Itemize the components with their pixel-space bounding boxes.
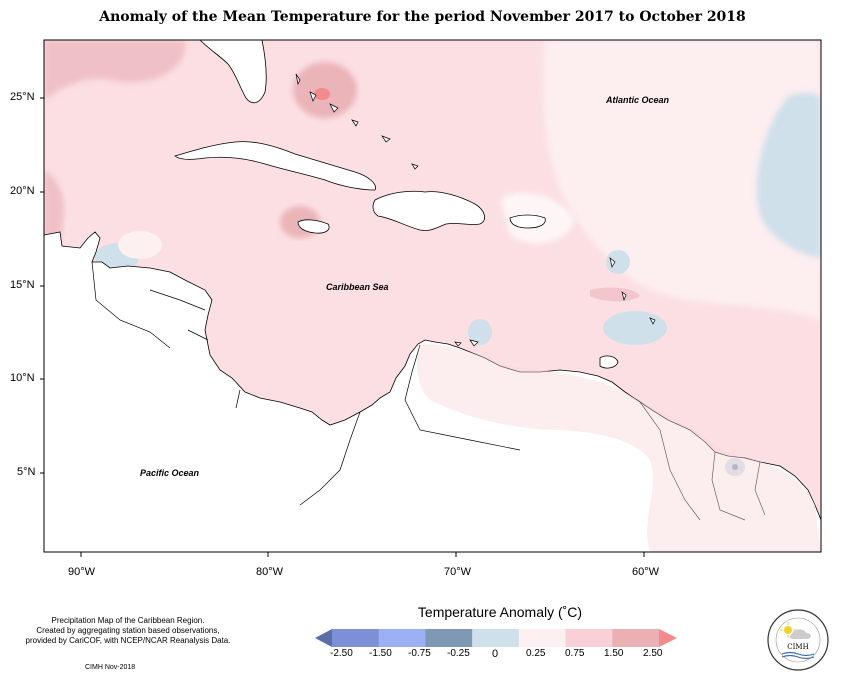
anomaly-warm-barbados — [590, 287, 640, 302]
legend-label-025: 0.25 — [526, 648, 546, 659]
legend-swatch — [425, 629, 473, 647]
anomaly-cool-guadeloupe — [606, 250, 630, 274]
anomaly-high-nw — [44, 40, 186, 100]
island-curacao — [469, 339, 479, 347]
lon-label-80: 80°W — [256, 566, 284, 578]
credit-line-2: Created by aggregating station based obs… — [36, 626, 220, 635]
legend-swatch — [472, 629, 520, 647]
island-bahamas-2 — [309, 91, 317, 102]
lon-label-90: 90°W — [68, 566, 96, 578]
land-mainland — [44, 231, 821, 552]
label-pacific: Pacific Ocean — [140, 468, 200, 478]
legend-swatch — [518, 629, 567, 647]
island-barbados — [649, 317, 656, 325]
legend-label-075: 0.75 — [565, 648, 585, 659]
legend-swatch — [378, 629, 426, 647]
legend-label-m025: -0.25 — [447, 648, 470, 659]
island-bahamas-4 — [351, 119, 359, 127]
island-bahamas-1 — [295, 73, 301, 86]
land-jamaica — [297, 219, 330, 234]
lon-label-70: 70°W — [444, 566, 472, 578]
legend-arrow-right — [659, 629, 677, 647]
lat-label-20: 20°N — [10, 185, 35, 197]
lat-label-15: 15°N — [10, 279, 35, 291]
landmass-layer — [44, 40, 821, 552]
anomaly-cool-windwards — [603, 311, 667, 345]
legend-swatch — [565, 629, 613, 647]
map-field — [44, 40, 821, 552]
legend-label-0: 0 — [492, 648, 499, 660]
land-puerto-rico — [509, 214, 546, 229]
anomaly-warm-south-america — [417, 344, 821, 552]
credit-line-3: provided by CariCOF, with NCEP/NCAR Rean… — [25, 636, 231, 645]
border-colombia — [299, 411, 361, 506]
island-guadeloupe — [609, 257, 616, 268]
legend-arrow-left — [315, 629, 332, 647]
credit-block: Precipitation Map of the Caribbean Regio… — [14, 616, 242, 646]
lat-label-10: 10°N — [10, 372, 35, 384]
credit-line-1: Precipitation Map of the Caribbean Regio… — [51, 616, 205, 625]
anomaly-cool-atlantic — [756, 92, 821, 259]
anomaly-high-yucatan — [44, 170, 65, 245]
legend-swatch — [332, 629, 380, 647]
legend-title: Temperature Anomaly (˚C) — [417, 604, 583, 620]
legend-swatch — [612, 629, 660, 647]
label-caribbean: Caribbean Sea — [326, 282, 389, 292]
anomaly-neutral-honduras — [118, 231, 162, 259]
island-aruba — [454, 341, 462, 347]
axis-ticks — [40, 97, 645, 557]
legend-label-m150: -1.50 — [369, 648, 392, 659]
lon-label-60: 60°W — [632, 566, 660, 578]
anomaly-neutral-atlantic — [543, 40, 821, 320]
legend-label-m075: -0.75 — [408, 648, 431, 659]
border-venezuela — [404, 344, 521, 451]
border-suriname — [711, 451, 746, 521]
land-cuba — [174, 141, 376, 191]
legend-label-150: 1.50 — [604, 648, 624, 659]
island-bahamas-5 — [381, 135, 391, 143]
island-martinique — [621, 291, 627, 302]
border-guatemala — [91, 261, 171, 349]
anomaly-cool-suriname-core — [732, 464, 738, 470]
border-honduras — [149, 289, 206, 311]
credit-footer: CIMH Nov-2018 — [85, 664, 136, 671]
cimh-logo: CIMH — [767, 609, 829, 671]
border-guiana — [754, 461, 766, 516]
legend-bar — [315, 629, 677, 647]
border-costa-rica — [235, 389, 241, 409]
anomaly-peak-bahamas — [314, 88, 330, 100]
lat-label-25: 25°N — [10, 91, 35, 103]
border-nicaragua — [187, 329, 209, 341]
land-hispaniola — [372, 190, 485, 231]
logo-text: CIMH — [787, 643, 808, 651]
label-atlantic: Atlantic Ocean — [605, 95, 670, 105]
borders-layer — [91, 261, 766, 521]
land-trinidad — [599, 355, 619, 369]
anomaly-cool-curacao — [468, 319, 492, 345]
legend-label-250: 2.50 — [643, 648, 663, 659]
land-florida — [199, 40, 267, 104]
border-guyana — [639, 401, 701, 521]
island-turks — [411, 163, 419, 170]
lat-label-5: 5°N — [17, 466, 36, 478]
map-title: Anomaly of the Mean Temperature for the … — [99, 9, 746, 25]
map-frame — [43, 39, 822, 553]
island-bahamas-3 — [329, 103, 339, 113]
legend-label-m250: -2.50 — [330, 648, 353, 659]
islands-layer — [295, 73, 656, 347]
